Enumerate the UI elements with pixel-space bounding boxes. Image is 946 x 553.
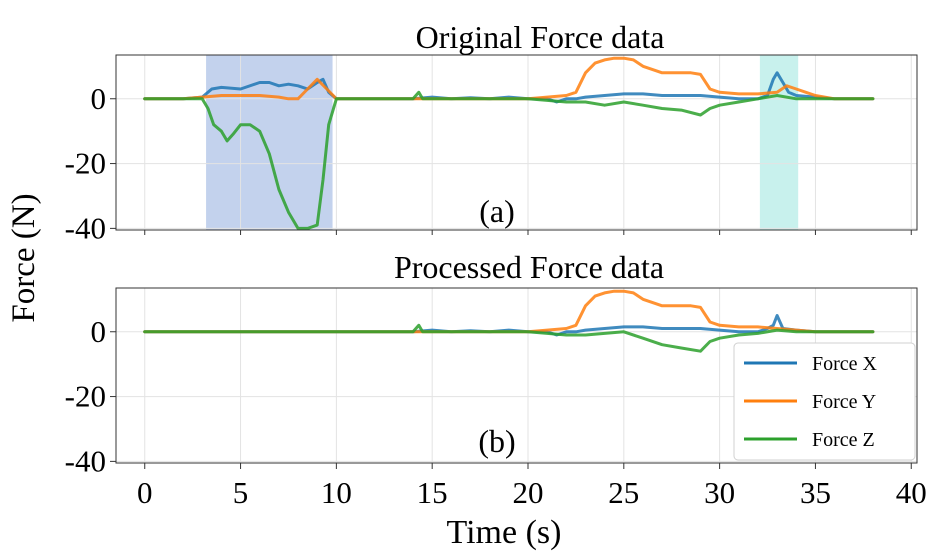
- x-tick-label: 5: [233, 475, 249, 510]
- panel-a: 0 -20 -40 Original Force data (a): [65, 19, 918, 245]
- legend-box: [733, 342, 916, 461]
- x-axis-label: Time (s): [447, 514, 562, 551]
- series-line-force-y: [143, 56, 875, 101]
- x-tick-label: 30: [704, 475, 735, 510]
- legend-label: Force X: [812, 353, 878, 375]
- x-tick-label: 35: [800, 475, 831, 510]
- y-tick-label: -20: [65, 379, 106, 414]
- legend: Force X Force Y Force Z: [733, 342, 916, 461]
- y-tick-label: 0: [91, 81, 107, 116]
- series-line-force-z: [143, 90, 875, 230]
- x-tick-label: 40: [896, 475, 927, 510]
- plot-frame-a: [115, 54, 918, 231]
- y-tick-label: -40: [65, 210, 106, 245]
- highlight-region-2: [759, 55, 799, 230]
- x-tick-label: 0: [137, 475, 153, 510]
- y-axis-label: Force (N): [6, 193, 42, 322]
- series-line-force-y: [143, 289, 875, 334]
- panel-b: 0 -20 -40 0 5 10 15 20 25 30 35 40 Processed Force…: [65, 249, 927, 510]
- y-ticks-a: 0 -20 -40: [65, 81, 912, 245]
- series-b: [143, 289, 875, 353]
- series-line-force-z: [143, 323, 875, 353]
- panel-label-a: (a): [479, 193, 515, 229]
- y-tick-label: 0: [91, 314, 107, 349]
- panel-label-b: (b): [478, 423, 515, 459]
- x-tick-label: 25: [608, 475, 639, 510]
- y-tick-label: -40: [65, 443, 106, 478]
- y-ticks-b: 0 -20 -40: [65, 314, 116, 478]
- series-a: [143, 56, 875, 230]
- x-tick-label: 15: [417, 475, 448, 510]
- title-a: Original Force data: [416, 19, 665, 55]
- legend-label: Force Z: [812, 429, 875, 451]
- legend-label: Force Y: [812, 391, 876, 413]
- x-tick-label: 10: [321, 475, 352, 510]
- plot-frame-b: [115, 287, 918, 464]
- x-tick-label: 20: [512, 475, 543, 510]
- title-b: Processed Force data: [394, 249, 664, 285]
- x-ticks: 0 5 10 15 20 25 30 35 40: [137, 463, 927, 510]
- grid-a: [116, 55, 917, 230]
- y-tick-label: -20: [65, 146, 106, 181]
